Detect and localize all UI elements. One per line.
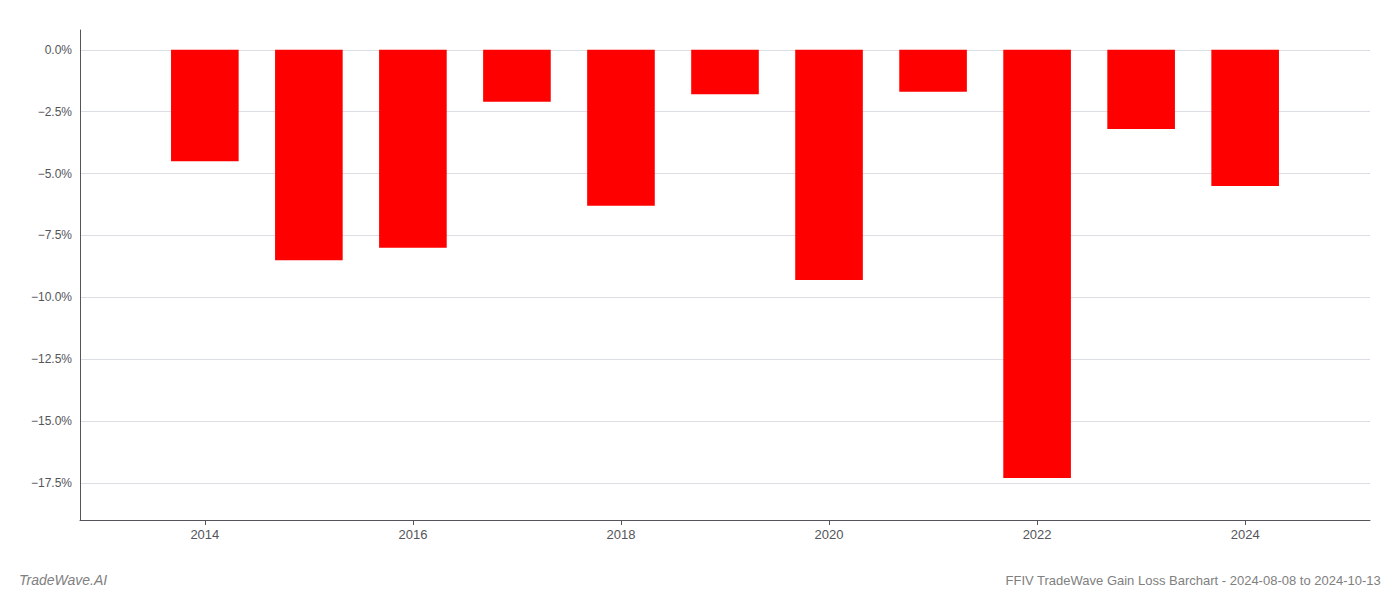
svg-text:2020: 2020 xyxy=(815,527,844,542)
svg-text:FFIV TradeWave Gain Loss Barch: FFIV TradeWave Gain Loss Barchart - 2024… xyxy=(1005,573,1380,588)
svg-text:2024: 2024 xyxy=(1231,527,1260,542)
svg-text:−7.5%: −7.5% xyxy=(38,228,73,242)
svg-text:2014: 2014 xyxy=(190,527,219,542)
svg-text:−2.5%: −2.5% xyxy=(38,105,73,119)
svg-text:−5.0%: −5.0% xyxy=(38,167,73,181)
svg-text:0.0%: 0.0% xyxy=(45,43,73,57)
svg-text:TradeWave.AI: TradeWave.AI xyxy=(19,572,107,588)
svg-text:−12.5%: −12.5% xyxy=(31,352,72,366)
svg-text:−10.0%: −10.0% xyxy=(31,290,72,304)
svg-text:−15.0%: −15.0% xyxy=(31,414,72,428)
svg-text:2022: 2022 xyxy=(1023,527,1052,542)
svg-text:−17.5%: −17.5% xyxy=(31,476,72,490)
svg-text:2016: 2016 xyxy=(398,527,427,542)
svg-text:2018: 2018 xyxy=(607,527,636,542)
